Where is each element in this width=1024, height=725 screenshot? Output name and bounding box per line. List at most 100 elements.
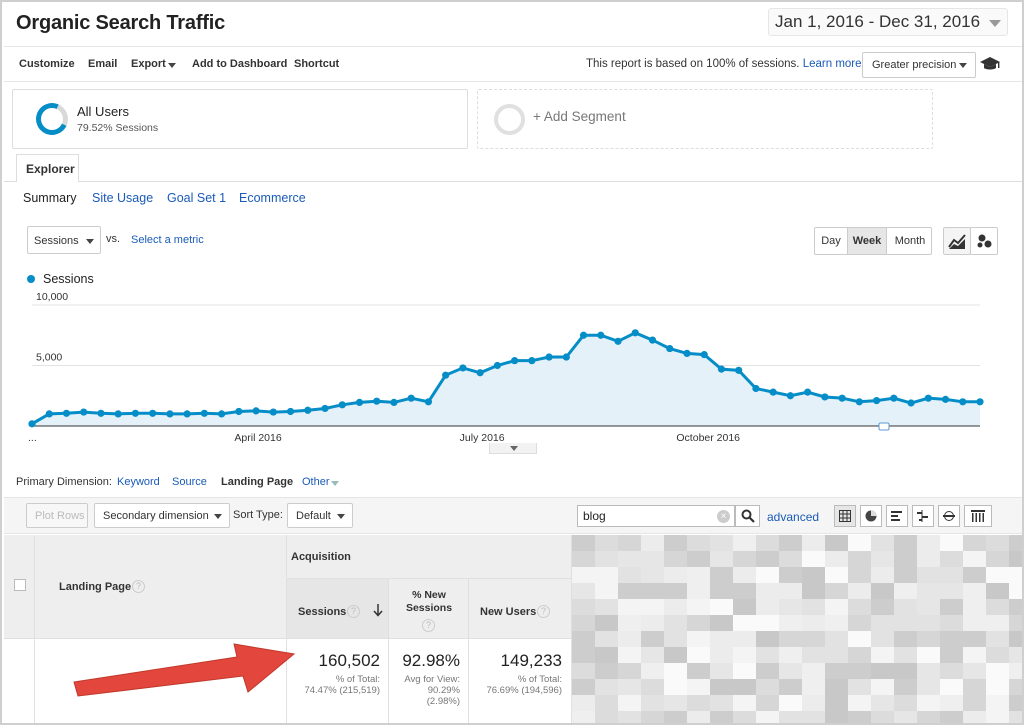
metric-select[interactable]: Sessions [27,226,101,254]
sessions-point [907,399,915,407]
obscured-pixel [779,695,802,711]
email-button[interactable]: Email [88,58,118,70]
new-sessions-header-label: % New Sessions [405,589,453,614]
total-new-users-note: % of Total: [517,674,562,685]
select-metric-link[interactable]: Select a metric [131,234,204,246]
shortcut-button[interactable]: Shortcut [294,58,340,70]
sessions-point [735,366,743,374]
dimension-keyword[interactable]: Keyword [117,476,160,488]
precision-select[interactable]: Greater precision [862,52,976,78]
performance-view-button[interactable] [886,505,908,527]
table-toolbar: Plot Rows Secondary dimension Sort Type:… [4,497,1022,534]
obscured-pixel [963,647,986,663]
sessions-point [235,407,243,416]
obscured-pixel [802,551,825,567]
sessions-header[interactable]: Sessions ? [287,579,389,639]
y-tick-label: 10,000 [36,291,68,303]
sessions-point [183,410,191,418]
graduation-cap-icon[interactable] [980,56,1000,72]
obscured-pixel [917,711,940,723]
search-button[interactable] [735,505,760,527]
obscured-pixel [641,663,664,679]
obscured-pixel [940,567,963,583]
table-search-input[interactable]: blog × [577,505,735,527]
obscured-pixel [756,583,779,599]
help-icon[interactable]: ? [422,619,435,632]
pie-view-button[interactable] [860,505,882,527]
date-range-picker[interactable]: Jan 1, 2016 - Dec 31, 2016 [768,8,1008,36]
add-segment-button[interactable]: + Add Segment [477,89,933,149]
obscured-pixel [595,695,618,711]
obscured-pixel [779,679,802,695]
clear-search-icon[interactable]: × [717,510,730,523]
dimension-landing-page[interactable]: Landing Page [221,476,294,488]
term-cloud-view-button[interactable] [938,505,960,527]
obscured-pixel [618,647,641,663]
sessions-point [528,357,536,365]
sort-type-select[interactable]: Default [287,503,353,528]
help-icon[interactable]: ? [537,605,550,618]
pivot-view-button[interactable] [964,505,992,527]
motion-chart-button[interactable] [970,227,998,255]
dimension-other[interactable]: Other [302,476,339,488]
subtab-summary[interactable]: Summary [23,191,77,205]
obscured-pixel [802,679,825,695]
sessions-point [97,409,105,417]
learn-more-link[interactable]: Learn more [802,58,862,70]
totals-new-users-cell: 149,233 % of Total: 76.69% (194,596) [469,639,572,723]
advanced-filter-link[interactable]: advanced [767,510,820,524]
subtab-site-usage[interactable]: Site Usage [92,191,154,205]
landing-page-header[interactable]: Landing Page ? [35,535,287,639]
sessions-point [666,344,674,353]
obscured-pixel [687,615,710,631]
obscured-pixel [710,679,733,695]
add-to-dashboard-button[interactable]: Add to Dashboard [192,58,288,70]
chart-expand-handle[interactable] [489,443,537,454]
data-table-view-button[interactable] [834,505,856,527]
obscured-pixel [687,631,710,647]
help-icon[interactable]: ? [132,580,145,593]
select-all-checkbox[interactable] [14,579,26,591]
obscured-pixel [917,551,940,567]
week-button[interactable]: Week [847,228,887,254]
dimension-source[interactable]: Source [172,476,207,488]
subtab-ecommerce[interactable]: Ecommerce [239,191,306,205]
tab-explorer[interactable]: Explorer [16,154,79,182]
month-button[interactable]: Month [894,235,926,247]
obscured-pixel [894,567,917,583]
export-button[interactable]: Export [131,58,176,70]
obscured-pixel [986,679,1009,695]
obscured-pixel [687,599,710,615]
customize-button[interactable]: Customize [19,58,75,70]
obscured-pixel [802,583,825,599]
secondary-dimension-select[interactable]: Secondary dimension [94,503,230,528]
obscured-pixel [618,567,641,583]
tab-divider [4,181,1022,182]
obscured-pixel [802,647,825,663]
y-tick-label: 5,000 [36,352,62,364]
obscured-pixel [779,567,802,583]
line-chart-button[interactable] [943,227,971,255]
sessions-point [80,408,88,416]
obscured-pixel [595,599,618,615]
new-sessions-header[interactable]: % New Sessions ? [389,579,469,639]
subtab-goal-set-1[interactable]: Goal Set 1 [167,191,227,205]
sessions-point [683,349,691,357]
help-icon[interactable]: ? [347,605,360,618]
legend-sessions-dot [27,275,35,283]
new-users-header[interactable]: New Users ? [469,579,572,639]
table-search-value: blog [583,509,606,523]
date-range-label: Jan 1, 2016 - Dec 31, 2016 [775,12,981,31]
comparison-view-button[interactable] [912,505,934,527]
sessions-chart[interactable]: 10,000 5,000... April 2016 July 2016 October… [2,287,1022,462]
obscured-pixel [1009,679,1022,695]
obscured-pixel [894,711,917,723]
segment-all-users[interactable]: All Users 79.52% Sessions [12,89,468,149]
x-tick-label: ... [28,432,37,444]
sort-descending-icon[interactable] [373,603,383,617]
sessions-point [269,408,277,416]
day-button[interactable]: Day [821,235,841,247]
obscured-pixel [710,711,733,723]
plot-rows-button[interactable]: Plot Rows [26,503,88,528]
obscured-pixel [986,663,1009,679]
